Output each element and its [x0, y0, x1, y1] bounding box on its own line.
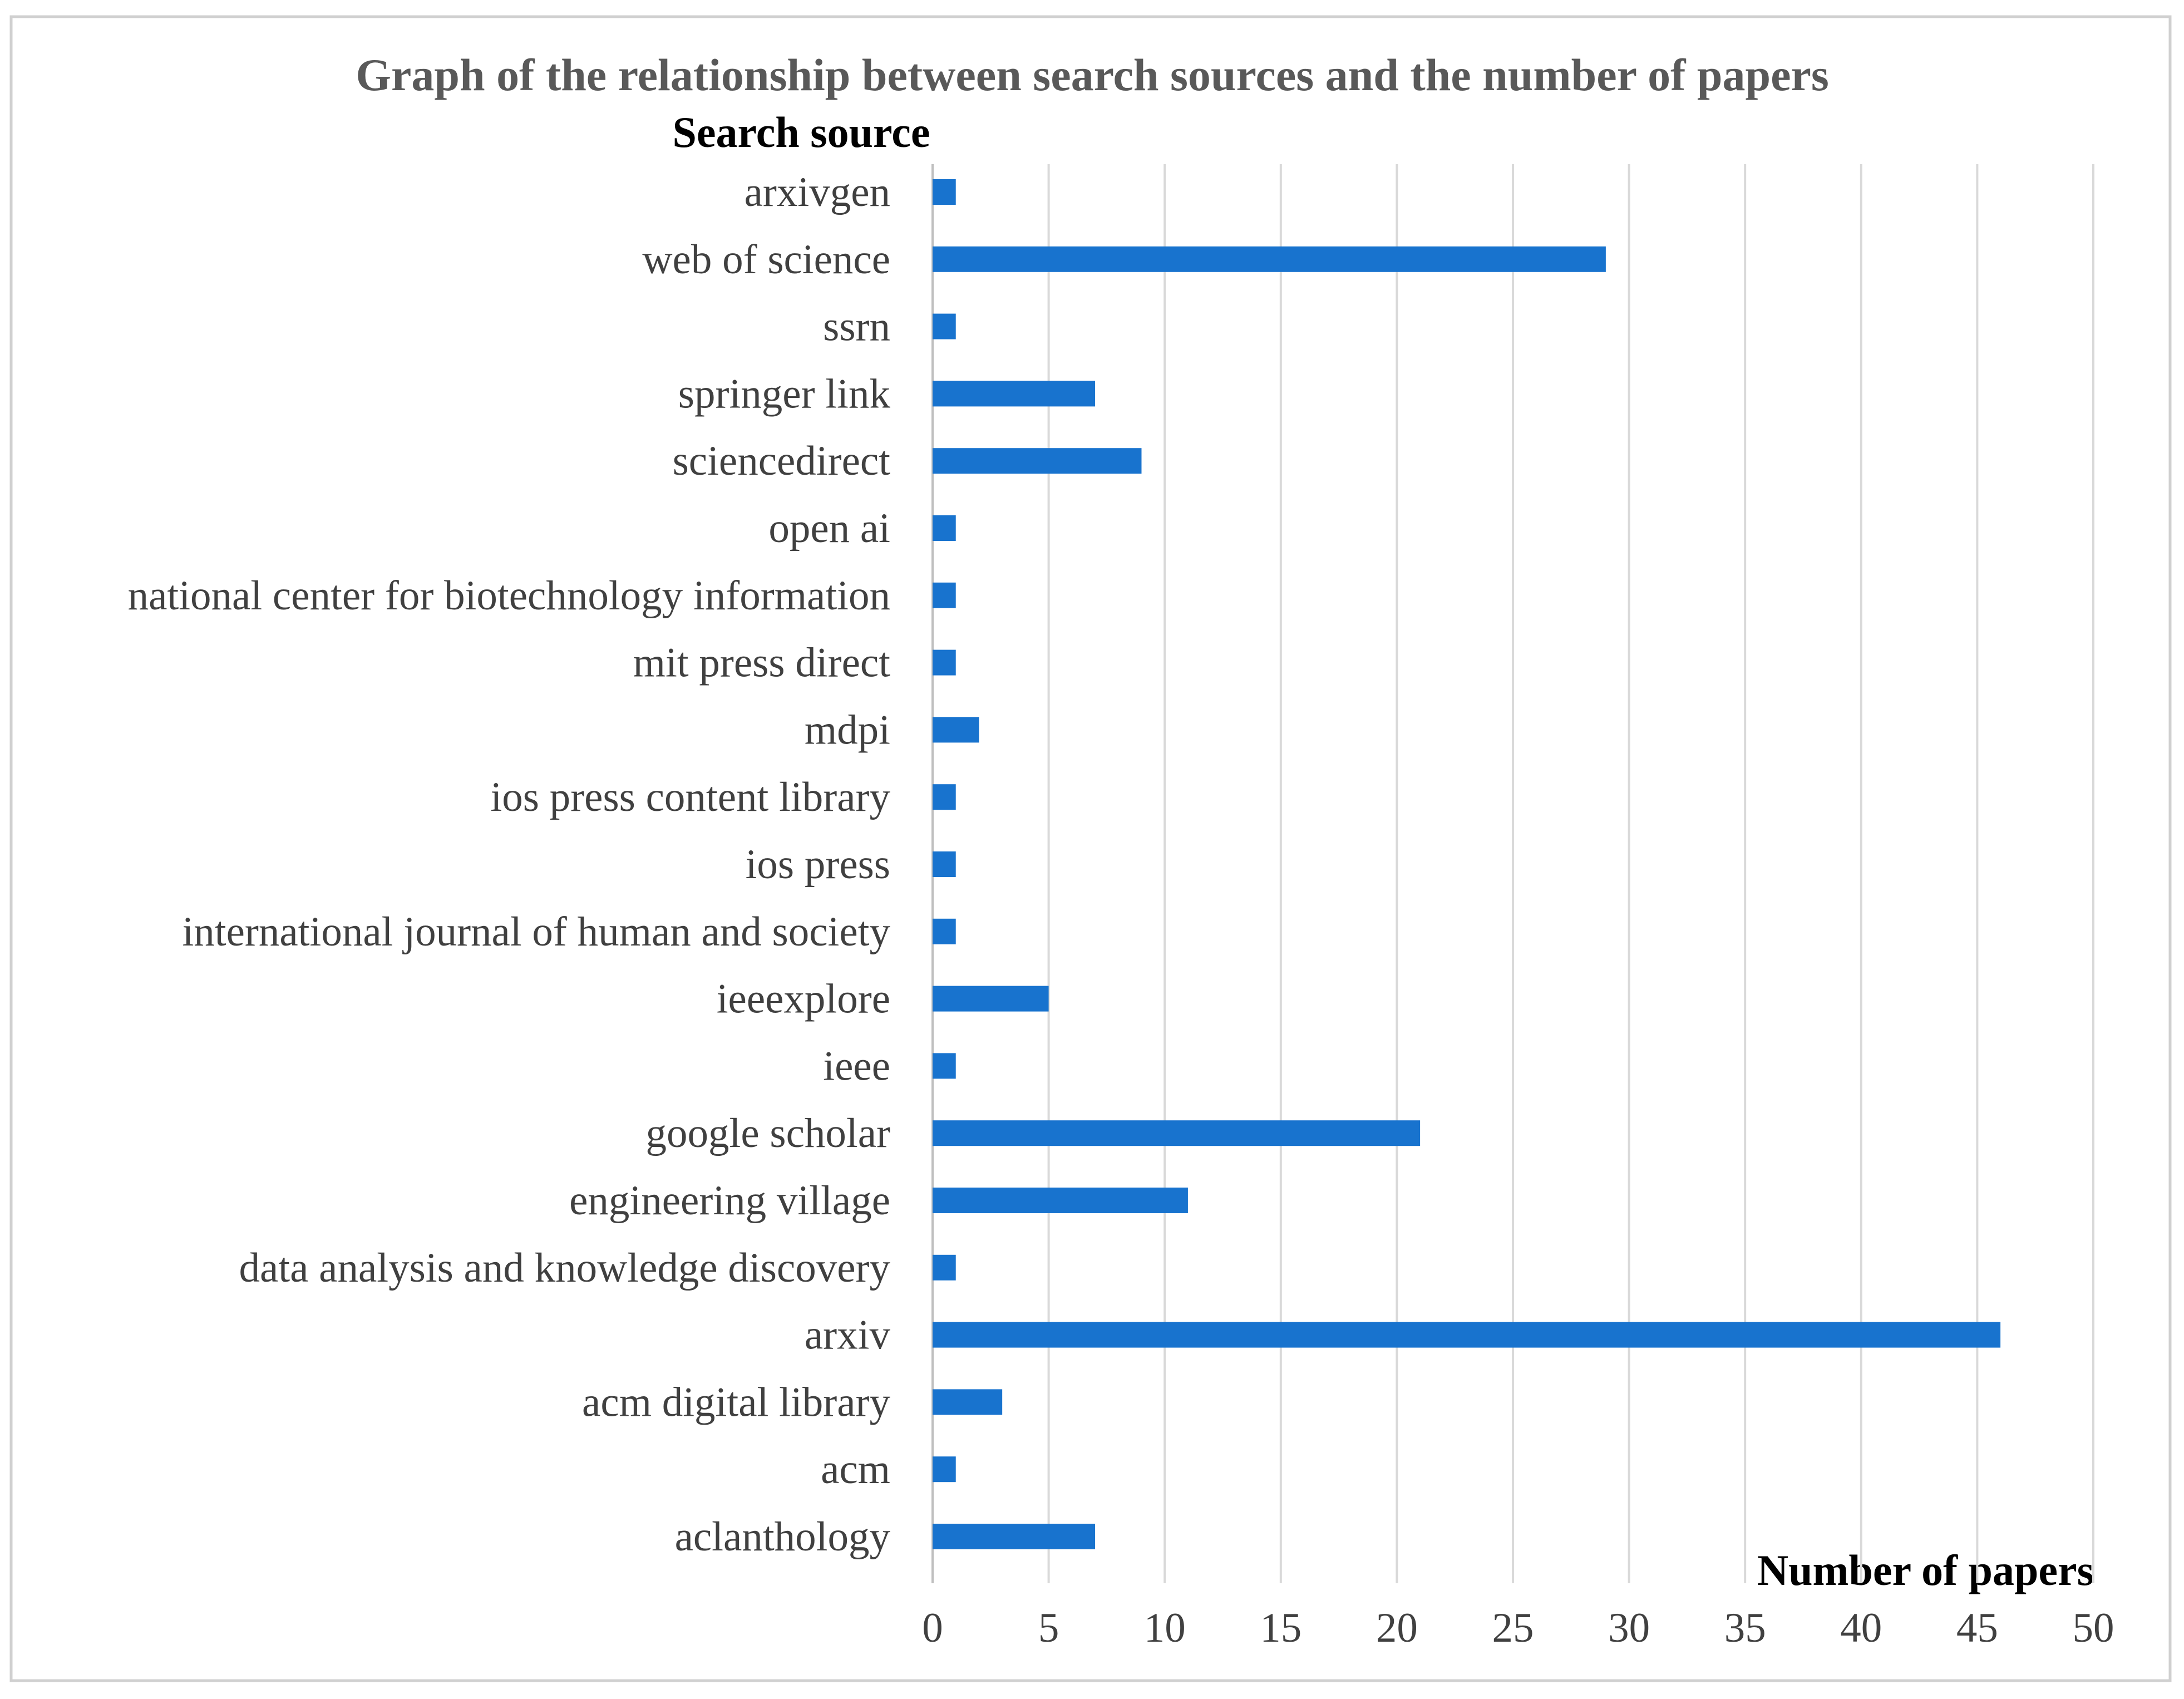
- bar: [933, 986, 1049, 1012]
- x-tick-labels: 0 5 10 15 20 25 30 35 40 45 50: [922, 1605, 2114, 1651]
- category-label: aclanthology: [675, 1514, 891, 1560]
- bar: [933, 1322, 2001, 1348]
- chart-frame: [9, 15, 2172, 1682]
- category-label: acm: [821, 1446, 890, 1493]
- x-tick-label: 50: [2073, 1605, 2114, 1651]
- bar: [933, 448, 1142, 474]
- category-label: google scholar: [646, 1110, 890, 1156]
- category-label: data analysis and knowledge discovery: [239, 1245, 891, 1291]
- category-label: mit press direct: [633, 640, 891, 686]
- category-label: acm digital library: [582, 1379, 890, 1425]
- bar: [933, 918, 956, 944]
- bar: [933, 1456, 956, 1483]
- bar: [933, 313, 956, 339]
- bar: [933, 649, 956, 676]
- x-tick-label: 20: [1376, 1605, 1418, 1651]
- x-tick-label: 40: [1840, 1605, 1882, 1651]
- bar: [933, 246, 1606, 272]
- category-label: ieeexplore: [717, 976, 890, 1022]
- category-label: sciencedirect: [673, 438, 891, 484]
- bar: [933, 784, 956, 810]
- bars: [933, 179, 2001, 1549]
- x-tick-label: 10: [1144, 1605, 1186, 1651]
- bar: [933, 851, 956, 877]
- x-axis-title: Number of papers: [1757, 1546, 2094, 1594]
- x-tick-label: 30: [1608, 1605, 1650, 1651]
- bar: [933, 179, 956, 205]
- category-label: ios press content library: [490, 774, 890, 820]
- category-label: web of science: [642, 237, 890, 283]
- bar: [933, 1053, 956, 1079]
- category-label: mdpi: [805, 707, 890, 753]
- category-label: ieee: [823, 1043, 890, 1089]
- category-label: arxivgen: [745, 169, 890, 215]
- x-tick-label: 15: [1260, 1605, 1301, 1651]
- category-label: ios press: [746, 841, 890, 888]
- category-label: international journal of human and socie…: [182, 909, 890, 955]
- bar: [933, 717, 979, 743]
- category-label: arxiv: [805, 1312, 891, 1358]
- bar: [933, 381, 1096, 407]
- chart-title: Graph of the relationship between search…: [356, 50, 1829, 100]
- bar: [933, 1524, 1096, 1549]
- category-labels: arxivgen web of science ssrn springer link s…: [128, 169, 891, 1560]
- category-label: engineering village: [569, 1178, 890, 1224]
- bar: [933, 1188, 1188, 1213]
- x-tick-label: 35: [1724, 1605, 1766, 1651]
- bar: [933, 582, 956, 608]
- category-label: open ai: [768, 505, 890, 551]
- x-tick-label: 0: [922, 1605, 943, 1651]
- category-label: national center for biotechnology inform…: [128, 573, 890, 619]
- bar: [933, 1389, 1003, 1415]
- x-tick-label: 5: [1038, 1605, 1059, 1651]
- x-tick-label: 25: [1492, 1605, 1534, 1651]
- bar: [933, 1254, 956, 1281]
- category-label: ssrn: [823, 304, 890, 350]
- y-axis-title: Search source: [673, 108, 930, 156]
- bar: [933, 1120, 1421, 1146]
- category-label: springer link: [678, 371, 891, 417]
- x-tick-label: 45: [1956, 1605, 1998, 1651]
- bar: [933, 515, 956, 541]
